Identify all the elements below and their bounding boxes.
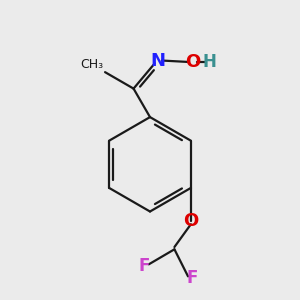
- Text: F: F: [187, 269, 198, 287]
- Text: CH₃: CH₃: [80, 58, 104, 71]
- Text: N: N: [151, 52, 166, 70]
- Text: O: O: [183, 212, 199, 230]
- Text: O: O: [185, 53, 200, 71]
- Text: F: F: [139, 257, 150, 275]
- Text: H: H: [202, 53, 216, 71]
